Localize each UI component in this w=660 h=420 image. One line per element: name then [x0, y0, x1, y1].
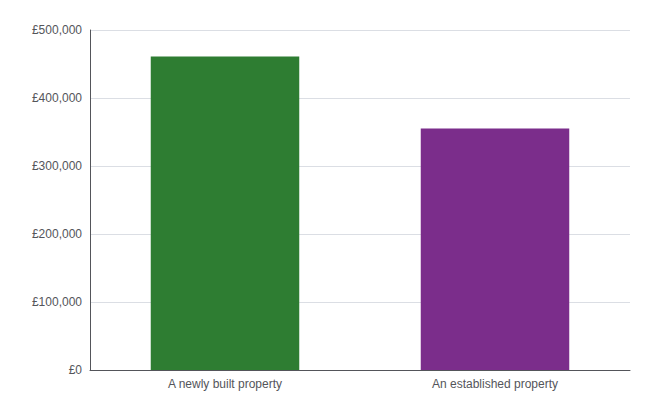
svg-text:£500,000: £500,000 [32, 23, 82, 37]
svg-text:£400,000: £400,000 [32, 91, 82, 105]
svg-text:£300,000: £300,000 [32, 159, 82, 173]
svg-text:A newly built property: A newly built property [168, 377, 282, 391]
svg-text:£100,000: £100,000 [32, 295, 82, 309]
svg-text:£200,000: £200,000 [32, 227, 82, 241]
svg-text:£0: £0 [69, 363, 83, 377]
svg-text:An established property: An established property [432, 377, 558, 391]
